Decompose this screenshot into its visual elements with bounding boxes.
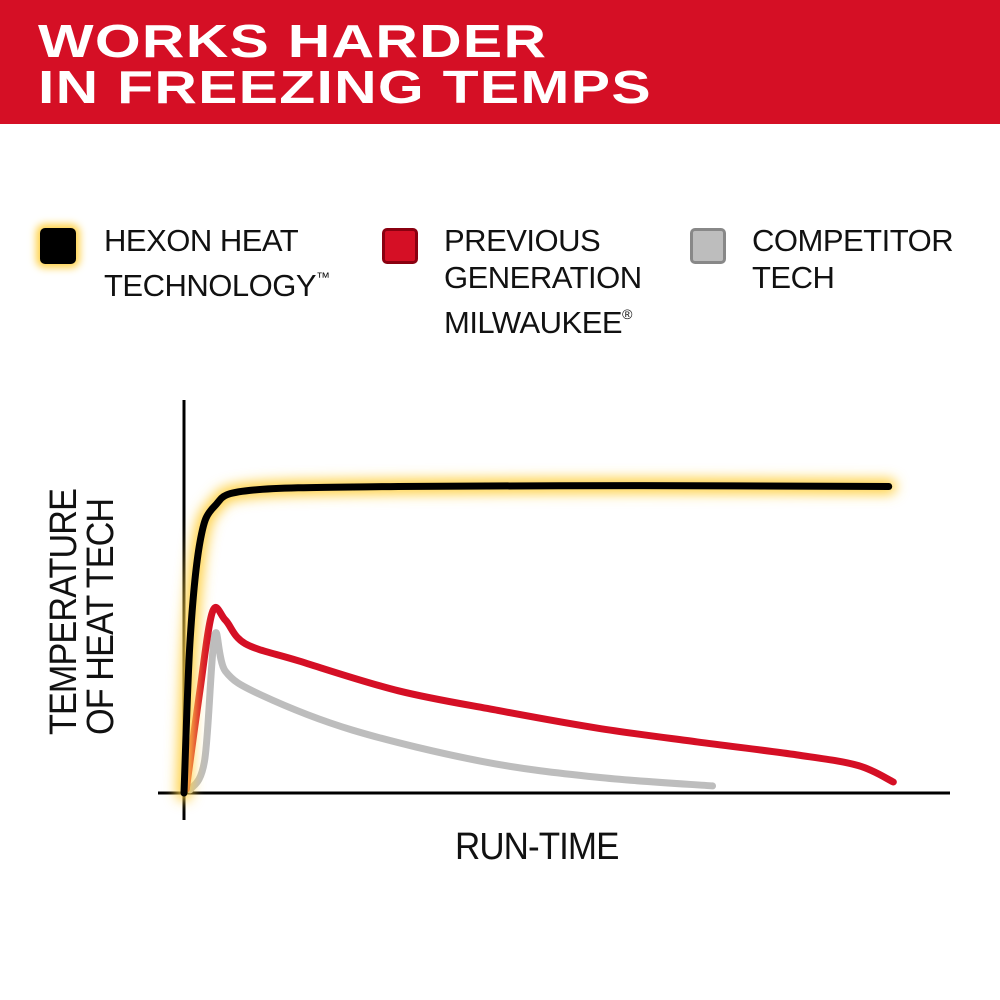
legend-label-competitor: COMPETITOR TECH: [752, 223, 954, 295]
legend-swatch-previous: [382, 228, 418, 264]
legend-swatch-hexon: [40, 228, 76, 264]
x-axis-label: RUN-TIME: [455, 826, 619, 868]
title-line-2: IN FREEZING TEMPS: [38, 61, 652, 113]
series-line-competitor: [186, 629, 717, 794]
page-title: WORKS HARDER IN FREEZING TEMPS: [38, 18, 652, 110]
legend-label-hexon: HEXON HEAT TECHNOLOGY™: [104, 223, 330, 303]
legend-hexon: HEXON HEAT TECHNOLOGY™: [40, 222, 330, 304]
legend-label-previous: PREVIOUS GENERATION MILWAUKEE®: [444, 223, 642, 340]
y-axis-label: TEMPERATURE OF HEAT TECH: [43, 489, 122, 735]
legend-swatch-competitor: [690, 228, 726, 264]
series-glow-hexon: [176, 477, 897, 801]
series-line-previous: [182, 603, 897, 793]
legend-competitor: COMPETITOR TECH: [690, 222, 954, 296]
title-line-1: WORKS HARDER: [38, 15, 548, 67]
legend-previous: PREVIOUS GENERATION MILWAUKEE®: [382, 222, 642, 341]
series-line-hexon: [180, 482, 893, 797]
title-banner: WORKS HARDER IN FREEZING TEMPS: [0, 0, 1000, 124]
